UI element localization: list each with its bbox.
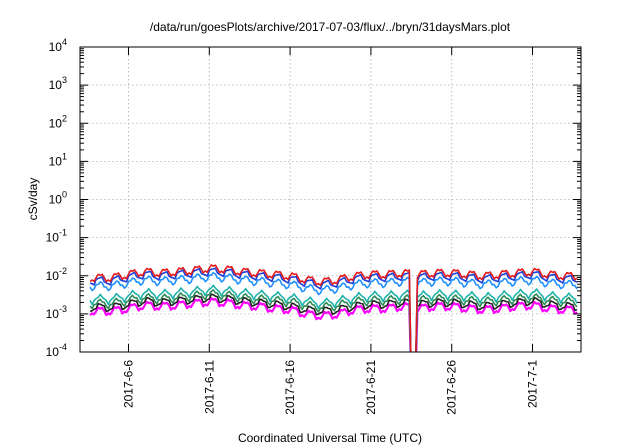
x-tick-label: 2017-6-11 bbox=[202, 360, 216, 414]
series-line bbox=[89, 264, 578, 352]
y-tick-label: 10-3 bbox=[46, 304, 67, 321]
x-tick-label: 2017-6-26 bbox=[445, 360, 459, 415]
series-line bbox=[89, 284, 578, 352]
axis-ticks bbox=[80, 46, 581, 353]
series-line bbox=[89, 267, 578, 352]
series-line bbox=[89, 289, 578, 352]
y-tick-label: 100 bbox=[49, 190, 67, 207]
y-tick-label: 104 bbox=[49, 37, 67, 54]
x-axis-label: Coordinated Universal Time (UTC) bbox=[238, 431, 422, 445]
series-line bbox=[89, 272, 578, 352]
y-tick-label: 103 bbox=[49, 75, 67, 92]
series-lines bbox=[89, 264, 578, 352]
series-line bbox=[89, 297, 578, 352]
x-tick-label: 2017-6-16 bbox=[283, 360, 297, 415]
y-tick-label: 10-4 bbox=[46, 342, 67, 359]
grid-lines bbox=[80, 47, 581, 352]
y-tick-label: 102 bbox=[49, 113, 67, 130]
y-tick-label: 10-2 bbox=[46, 266, 67, 283]
chart-title: /data/run/goesPlots/archive/2017-07-03/f… bbox=[150, 20, 511, 34]
y-axis-label: cSv/day bbox=[26, 178, 40, 221]
x-tick-label: 2017-7-1 bbox=[526, 360, 540, 408]
y-tick-label: 10-1 bbox=[46, 228, 67, 245]
x-tick-label: 2017-6-21 bbox=[364, 360, 378, 415]
y-tick-label: 101 bbox=[49, 151, 67, 168]
x-tick-label: 2017-6-6 bbox=[121, 360, 135, 408]
series-line bbox=[89, 293, 578, 352]
y-tick-labels: 10-4 10-3 10-2 10-1 100 101 102 103 104 bbox=[46, 37, 67, 359]
x-tick-labels: 2017-6-6 2017-6-11 2017-6-16 2017-6-21 2017-… bbox=[121, 360, 539, 415]
